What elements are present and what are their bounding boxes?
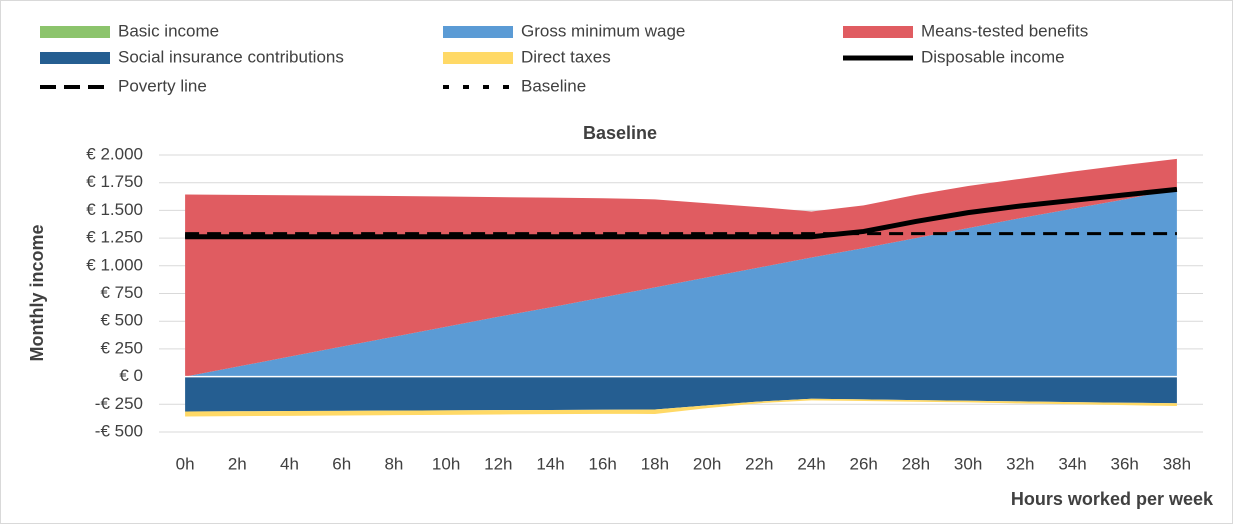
y-tick-label: € 1.250 <box>86 228 143 247</box>
label-layer: -€ 500 -€ 250 € 0 € 250 € 500 € 750 € 1.000 € 1… <box>40 21 1191 473</box>
y-axis-title: Monthly income <box>27 224 47 361</box>
area-layer <box>185 158 1177 417</box>
legend-label: Basic income <box>118 21 219 40</box>
area <box>185 398 1177 417</box>
y-tick-label: € 1.500 <box>86 200 143 219</box>
x-tick-label: 4h <box>280 454 299 473</box>
x-tick-label: 6h <box>332 454 351 473</box>
x-tick-label: 38h <box>1163 454 1191 473</box>
legend-label: Poverty line <box>118 76 207 95</box>
x-tick-label: 24h <box>797 454 825 473</box>
legend-swatch <box>40 26 110 38</box>
line <box>185 187 1178 239</box>
y-tick-label: € 500 <box>100 311 143 330</box>
x-tick-label: 16h <box>589 454 617 473</box>
legend-label: Direct taxes <box>521 47 611 66</box>
x-tick-label: 22h <box>745 454 773 473</box>
legend-swatch <box>443 52 513 64</box>
legend-swatch <box>40 52 110 64</box>
x-tick-label: 18h <box>641 454 669 473</box>
line-layer <box>159 186 1203 378</box>
legend-label: Means-tested benefits <box>921 21 1088 40</box>
y-tick-label: € 1.750 <box>86 172 143 191</box>
x-tick-label: 20h <box>693 454 721 473</box>
y-tick-label: -€ 500 <box>95 421 143 440</box>
x-tick-label: 0h <box>176 454 195 473</box>
x-tick-label: 34h <box>1058 454 1086 473</box>
x-tick-label: 12h <box>484 454 512 473</box>
legend-label: Disposable income <box>921 47 1065 66</box>
x-tick-label: 2h <box>228 454 247 473</box>
y-tick-label: € 250 <box>100 338 143 357</box>
area <box>185 158 1177 377</box>
x-tick-label: 28h <box>902 454 930 473</box>
y-tick-label: -€ 250 <box>95 394 143 413</box>
x-tick-label: 10h <box>432 454 460 473</box>
y-tick-label: € 750 <box>100 283 143 302</box>
legend-label: Baseline <box>521 76 586 95</box>
x-tick-label: 26h <box>850 454 878 473</box>
legend-swatch <box>443 26 513 38</box>
x-tick-label: 30h <box>954 454 982 473</box>
x-tick-label: 14h <box>536 454 564 473</box>
x-axis-title: Hours worked per week <box>1011 489 1214 509</box>
legend-swatch <box>843 26 913 38</box>
y-tick-label: € 2.000 <box>86 144 143 163</box>
x-tick-label: 32h <box>1006 454 1034 473</box>
x-tick-label: 36h <box>1111 454 1139 473</box>
legend-label: Gross minimum wage <box>521 21 685 40</box>
area <box>185 189 1177 377</box>
legend-label: Social insurance contributions <box>118 47 344 66</box>
area <box>185 376 1177 412</box>
y-tick-label: € 1.000 <box>86 255 143 274</box>
y-tick-label: € 0 <box>119 366 143 385</box>
x-tick-label: 8h <box>384 454 403 473</box>
chart-title: Baseline <box>583 123 657 143</box>
